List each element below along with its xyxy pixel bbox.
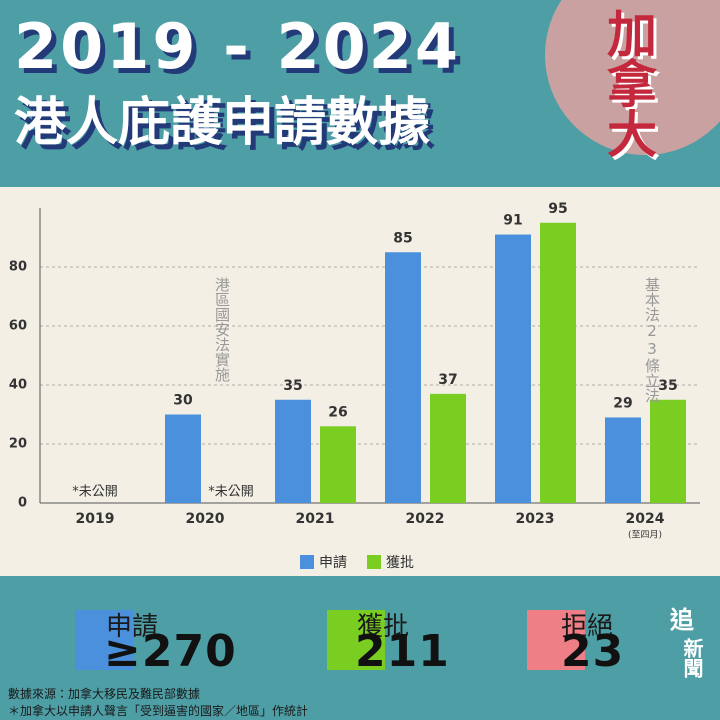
summary-label: 申請	[106, 612, 159, 642]
country: 加拿大	[599, 8, 657, 158]
data-label: 30	[173, 393, 193, 409]
bar	[540, 222, 576, 503]
bar	[605, 417, 641, 503]
legend-label: 申請	[319, 555, 347, 571]
chart-background	[0, 187, 720, 576]
legend-label: 獲批	[386, 555, 414, 571]
legend-swatch	[300, 555, 314, 569]
title-years: 2019 - 2024	[14, 10, 462, 83]
annotation: 基本法23條立法	[643, 277, 661, 403]
summary-value: ≥270	[104, 626, 237, 677]
data-label: 29	[613, 395, 632, 411]
x-tick-label: 2022	[406, 511, 445, 527]
annotation: *未公開	[208, 485, 254, 500]
x-tick-label: 2020	[186, 511, 225, 527]
data-label: 35	[283, 378, 302, 394]
legend-swatch	[367, 555, 381, 569]
chart: 0 20 40 60 80 2019 2020 30 2021 35 26 2022 85 37 2023 9…	[0, 187, 720, 576]
summary-value: 211	[355, 626, 450, 677]
x-tick-label: 2021	[296, 511, 335, 527]
summary-box	[75, 610, 133, 670]
summary-label: 獲批	[357, 612, 410, 642]
y-tick-label: 40	[9, 378, 27, 393]
title: 港人庇護申請數據	[14, 93, 431, 153]
x-tick-label: 2019	[76, 511, 115, 527]
bar	[650, 399, 686, 503]
logo: 新聞	[680, 638, 704, 678]
data-label: 35	[658, 378, 677, 394]
logo: 追	[670, 606, 694, 634]
y-tick-label: 20	[9, 437, 27, 452]
data-label: 37	[438, 372, 457, 388]
data-label: 26	[328, 404, 347, 420]
data-label: 85	[393, 230, 412, 246]
bar	[165, 414, 201, 503]
annotation: 港區國安法實施	[213, 277, 231, 383]
bar	[430, 393, 466, 503]
summary-label: 拒絕	[561, 612, 614, 642]
x-tick-label: 2024	[626, 511, 665, 527]
y-tick-label: 60	[9, 319, 27, 334]
annotation: *未公開	[72, 485, 118, 500]
bar	[320, 426, 356, 503]
source: 數據來源：加拿大移民及難民部數據	[8, 687, 201, 701]
x-tick-label: 2023	[516, 511, 555, 527]
summary-box	[527, 610, 585, 670]
data-label: 91	[503, 213, 522, 229]
y-tick-label: 80	[9, 260, 27, 275]
y-tick-label: 0	[18, 496, 27, 511]
header: 2019 - 2024 港人庇護申請數據 加拿大	[0, 0, 720, 187]
data-label: 95	[548, 201, 567, 217]
source-note: ＊加拿大以申請人聲言「受到逼害的國家／地區」作統計	[8, 704, 309, 718]
bar	[385, 252, 421, 503]
bar	[495, 234, 531, 504]
bar	[275, 399, 311, 503]
x-tick-note: (至四月)	[628, 530, 662, 541]
summary-box	[327, 610, 385, 670]
summary-value: 23	[561, 626, 625, 677]
